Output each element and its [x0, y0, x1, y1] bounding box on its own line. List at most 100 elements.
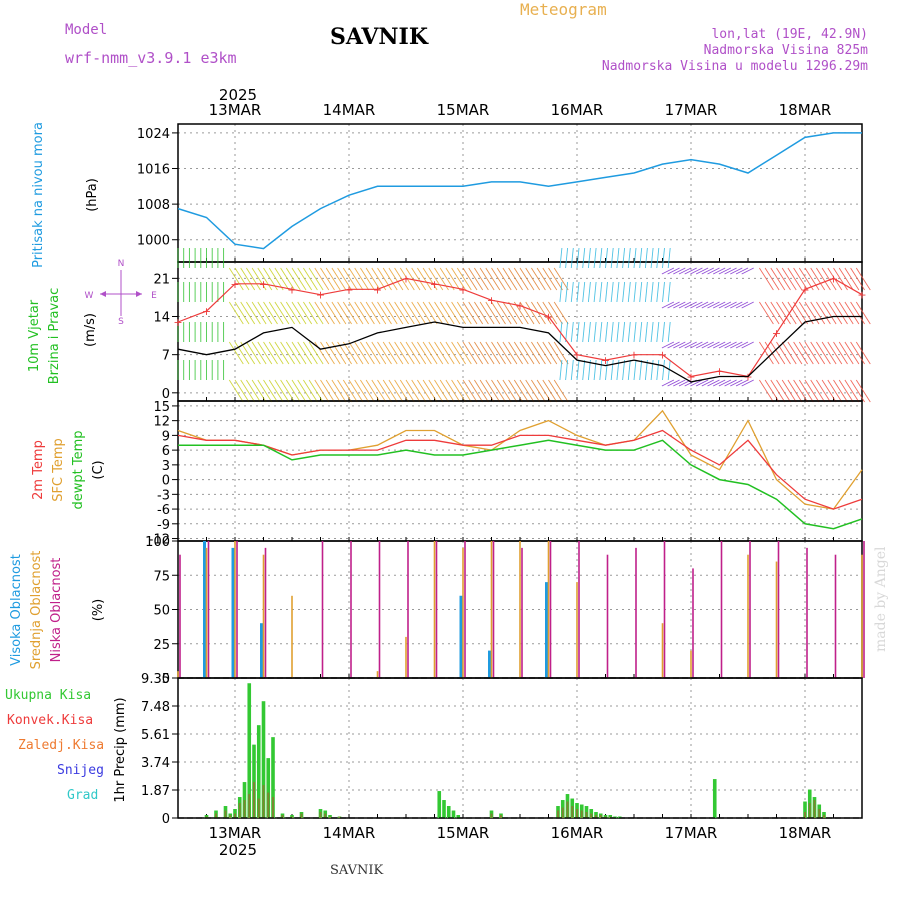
wind-barb: [610, 359, 614, 381]
gust-marker: +: [458, 283, 467, 296]
precip-bar-total: [803, 801, 807, 818]
wind-barb: [622, 359, 626, 381]
precip-bar-total: [437, 791, 442, 818]
wind-barb: [570, 321, 574, 343]
precip-bar-convective: [224, 810, 227, 818]
wind-barb: [445, 267, 461, 291]
wind-barb: [821, 341, 837, 365]
wind-barb: [513, 379, 529, 403]
wind-barb: [422, 341, 438, 365]
wind-barb: [565, 359, 569, 381]
wind-barb: [451, 341, 466, 365]
wind-barb: [348, 341, 364, 365]
wind-barb: [451, 301, 466, 325]
wind-barb: [405, 379, 421, 403]
compass-west: W: [85, 291, 94, 301]
wind-barb: [263, 379, 278, 403]
wind-barb: [833, 267, 848, 291]
wind-barb: [411, 301, 427, 325]
wind-barb: [417, 379, 432, 403]
wind-barb: [382, 267, 398, 291]
wind-barb: [246, 267, 261, 291]
legend-hail: Grad: [67, 788, 98, 803]
wind-barb: [718, 267, 732, 275]
wind-barb: [291, 379, 307, 403]
wind-barb: [650, 247, 654, 269]
series-line-brzina: [177, 315, 862, 383]
wind-barb: [525, 267, 541, 291]
precip-unit: 1hr Precip (mm): [113, 697, 128, 802]
wind-barb: [274, 379, 290, 403]
y-tick-label: 21: [153, 272, 170, 287]
precip-bar-convective: [576, 809, 578, 818]
wind-barb: [542, 301, 558, 325]
compass-south: S: [118, 317, 124, 327]
wind-barb: [678, 301, 692, 309]
wind-barb: [684, 267, 697, 275]
precip-bar-convective: [557, 810, 559, 818]
wind-barb: [365, 341, 381, 365]
wind-barb: [690, 341, 703, 349]
series-line-dewpt-temp: [178, 439, 863, 530]
wind-barb: [582, 321, 586, 343]
wind-barb: [325, 341, 341, 365]
wind-barb: [770, 379, 786, 403]
wind-barb: [565, 321, 569, 343]
wind-barb: [793, 301, 808, 325]
wind-barb: [667, 379, 680, 387]
wind-barb: [810, 341, 826, 365]
station-title: SAVNIK: [330, 24, 429, 50]
wind-barb: [468, 379, 484, 403]
wind-barb: [724, 379, 737, 387]
y-tick-label: 1008: [137, 198, 170, 213]
wind-barb: [678, 267, 692, 275]
wind-barb: [605, 247, 608, 269]
wind-barb: [519, 379, 535, 403]
chart-kind-title: Meteogram: [520, 0, 607, 19]
wind-barb: [639, 281, 643, 303]
wind-barb: [348, 301, 364, 325]
wind-barb: [360, 267, 375, 291]
wind-barb: [468, 301, 484, 325]
gust-marker: +: [544, 311, 553, 324]
wind-barb: [662, 247, 665, 269]
gust-marker: +: [259, 278, 268, 291]
precip-bar-convective: [248, 794, 251, 818]
wind-barb: [690, 301, 703, 309]
wind-barb: [559, 359, 563, 381]
wind-barb: [405, 267, 421, 291]
wind-barb: [605, 321, 608, 343]
gust-marker: +: [316, 289, 325, 302]
wind-barb: [667, 267, 680, 275]
wind-barb: [695, 379, 709, 387]
wind-barb: [331, 379, 347, 403]
wind-barb: [542, 379, 558, 403]
wind-barb: [656, 359, 660, 381]
wind-barb: [251, 301, 267, 325]
wind-barb: [712, 301, 726, 309]
wind-barb: [417, 341, 432, 365]
wind-barb: [320, 341, 335, 365]
gust-marker: +: [686, 370, 695, 383]
wind-barb: [776, 301, 791, 325]
wind-barb: [263, 341, 278, 365]
wind-barb: [377, 341, 392, 365]
wind-barb: [587, 321, 591, 343]
wind-barb: [764, 301, 780, 325]
wind-barb: [667, 341, 680, 349]
wind-barb: [354, 267, 370, 291]
y-tick-label: 5.61: [141, 728, 170, 743]
wind-barb: [234, 301, 250, 325]
wind-barb: [610, 321, 614, 343]
wind-barb: [268, 301, 284, 325]
wind-barb: [445, 379, 461, 403]
wind-barb: [565, 247, 569, 269]
wind-barb: [661, 341, 675, 349]
wind-barb: [673, 379, 686, 387]
wind-barb: [576, 359, 580, 381]
gust-marker: +: [287, 283, 296, 296]
wind-barb: [462, 379, 478, 403]
wind-barb: [228, 379, 244, 403]
wind-barb: [599, 281, 603, 303]
wind-barb: [377, 301, 392, 325]
